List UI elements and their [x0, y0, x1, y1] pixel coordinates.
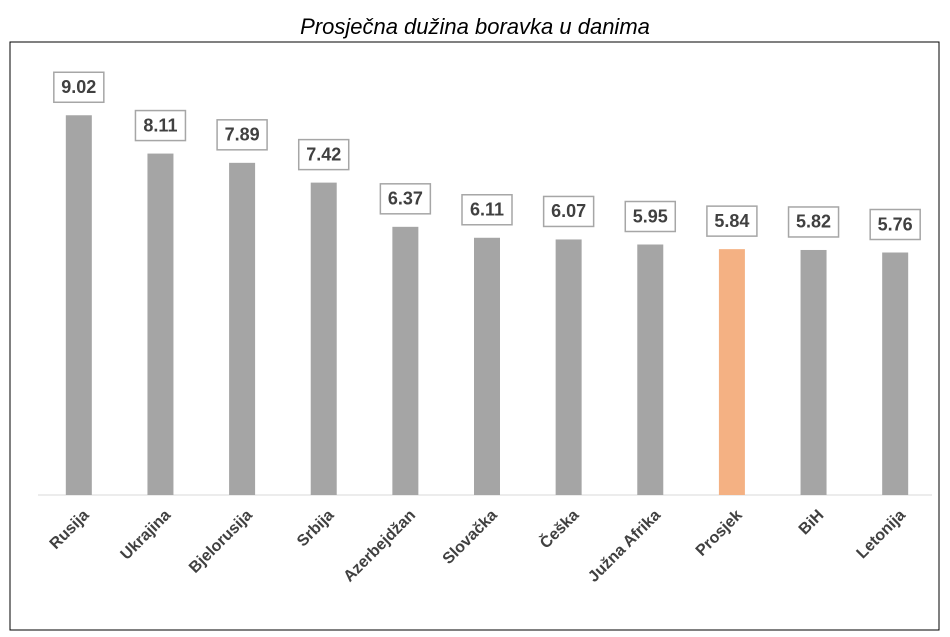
value-label-box: [542, 195, 595, 228]
value-label: 9.02: [61, 77, 96, 97]
value-label-box: [706, 205, 758, 237]
bar: [555, 239, 582, 495]
bar: [147, 153, 174, 495]
bar: [637, 244, 664, 495]
x-tick-label: Prosjek: [693, 507, 746, 560]
value-label: 7.89: [225, 125, 260, 145]
value-label: 8.11: [143, 115, 177, 135]
x-tick-label: Letonija: [854, 507, 909, 562]
value-label: 6.37: [388, 189, 423, 209]
value-label-box: [379, 183, 432, 215]
bar: [718, 249, 745, 495]
bar: [474, 237, 500, 496]
x-tick-label: Češka: [536, 505, 583, 552]
bar: [392, 226, 419, 495]
value-label-box: [134, 109, 187, 142]
x-tick-label: BiH: [796, 507, 828, 539]
x-tick-label: Južna Afrika: [585, 507, 664, 586]
value-label: 6.07: [551, 201, 586, 221]
value-label: 5.82: [796, 212, 831, 232]
bar: [800, 249, 827, 495]
x-tick-label: Rusija: [47, 507, 93, 553]
value-label: 6.11: [470, 200, 504, 220]
value-label-box: [297, 138, 350, 171]
bar: [882, 252, 909, 495]
x-tick-label: Bjelorusija: [186, 507, 256, 577]
bar: [310, 182, 337, 496]
x-tick-label: Azerbejdžan: [341, 507, 420, 586]
x-tick-label: Ukrajina: [118, 507, 175, 564]
value-label-box: [787, 206, 840, 238]
value-label: 7.42: [306, 144, 341, 164]
x-tick-label: Slovačka: [440, 507, 501, 568]
value-label-box: [216, 119, 268, 151]
value-label-box: [461, 194, 513, 226]
chart-title: Prosječna dužina boravka u danima: [300, 14, 650, 39]
value-label-box: [624, 200, 677, 233]
x-tick-label: Srbija: [294, 507, 338, 551]
bar: [65, 115, 92, 496]
value-label: 5.76: [878, 214, 913, 234]
bar: [229, 162, 256, 495]
chart-frame: [9, 41, 940, 631]
value-label-box: [869, 208, 921, 241]
value-label: 5.84: [714, 211, 749, 231]
value-label-box: [53, 71, 105, 104]
value-label: 5.95: [633, 206, 668, 226]
